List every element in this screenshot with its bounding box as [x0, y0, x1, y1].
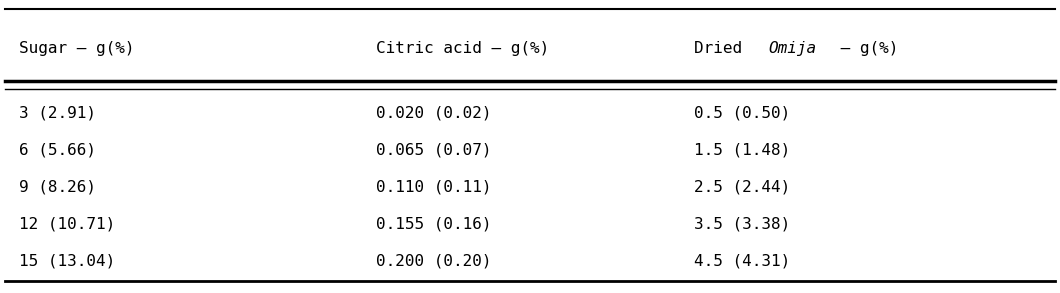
- Text: 9 (8.26): 9 (8.26): [19, 179, 96, 194]
- Text: 12 (10.71): 12 (10.71): [19, 216, 116, 231]
- Text: 3 (2.91): 3 (2.91): [19, 105, 96, 120]
- Text: 3.5 (3.38): 3.5 (3.38): [694, 216, 791, 231]
- Text: Omija: Omija: [768, 41, 817, 56]
- Text: 1.5 (1.48): 1.5 (1.48): [694, 142, 791, 157]
- Text: 0.5 (0.50): 0.5 (0.50): [694, 105, 791, 120]
- Text: 0.200 (0.20): 0.200 (0.20): [376, 253, 492, 268]
- Text: 4.5 (4.31): 4.5 (4.31): [694, 253, 791, 268]
- Text: Citric acid – g(%): Citric acid – g(%): [376, 41, 549, 56]
- Text: 6 (5.66): 6 (5.66): [19, 142, 96, 157]
- Text: 0.020 (0.02): 0.020 (0.02): [376, 105, 492, 120]
- Text: 15 (13.04): 15 (13.04): [19, 253, 116, 268]
- Text: Sugar – g(%): Sugar – g(%): [19, 41, 135, 56]
- Text: Dried: Dried: [694, 41, 752, 56]
- Text: – g(%): – g(%): [831, 41, 898, 56]
- Text: 0.110 (0.11): 0.110 (0.11): [376, 179, 492, 194]
- Text: 0.065 (0.07): 0.065 (0.07): [376, 142, 492, 157]
- Text: 0.155 (0.16): 0.155 (0.16): [376, 216, 492, 231]
- Text: 2.5 (2.44): 2.5 (2.44): [694, 179, 791, 194]
